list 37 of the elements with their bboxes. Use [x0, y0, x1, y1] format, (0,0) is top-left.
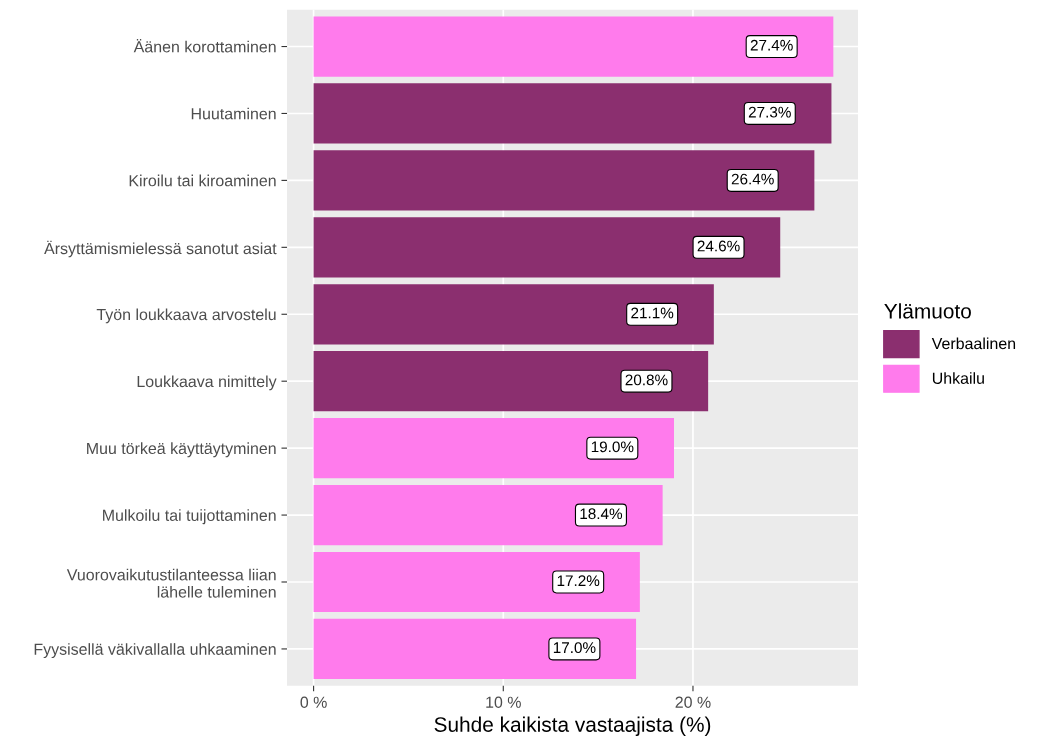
bar: [313, 551, 640, 613]
y-tick-label: Vuorovaikutustilanteessa liian lähelle tuleminen: [66, 568, 276, 598]
data-label: 21.1%: [631, 307, 674, 319]
x-axis-title: Suhde kaikista vastaajista (%): [434, 716, 711, 737]
bar: [313, 484, 663, 546]
y-tick-label: Mulkoilu tai tuijottaminen: [103, 509, 276, 525]
y-tick-label: Ärsyttämismielessä sanotut asiat: [44, 240, 277, 258]
bar: [313, 284, 714, 345]
data-label: 17.2%: [557, 575, 600, 587]
x-tick-label: 0 %: [300, 696, 327, 708]
y-tick-label: Äänen korottaminen: [133, 38, 276, 53]
data-label: 27.3%: [748, 106, 791, 118]
y-tick-label: Huutaminen: [191, 107, 276, 120]
data-label: 24.6%: [697, 240, 740, 252]
data-label: 17.0%: [553, 642, 596, 654]
bar: [313, 351, 709, 412]
bar: [313, 618, 637, 680]
legend-label: Verbaalinen: [931, 337, 1016, 350]
y-tick-label: Kiroilu tai kiroaminen: [129, 174, 276, 187]
legend-label: Uhkailu: [932, 372, 984, 384]
data-label: 26.4%: [731, 173, 774, 185]
y-tick-label: Muu törkeä käyttäytyminen: [87, 442, 276, 458]
legend-title: Ylämuoto: [884, 303, 971, 319]
y-tick-label: Loukkaava nimittely: [137, 375, 277, 391]
data-label: 27.4%: [750, 39, 793, 51]
x-tick-label: 20 %: [675, 696, 711, 708]
data-label: 20.8%: [625, 374, 668, 386]
x-tick-label: 10 %: [486, 696, 521, 708]
bar: [313, 418, 674, 479]
y-tick-label: Työn loukkaava arvostelu: [96, 308, 276, 324]
bar: [313, 217, 781, 278]
bar: [313, 83, 832, 144]
bar: [313, 150, 815, 211]
y-tick-label: Fyysisellä väkivallalla uhkaaminen: [34, 643, 276, 659]
data-label: 18.4%: [580, 508, 623, 520]
data-label: 19.0%: [591, 441, 634, 453]
bar: [313, 16, 834, 77]
